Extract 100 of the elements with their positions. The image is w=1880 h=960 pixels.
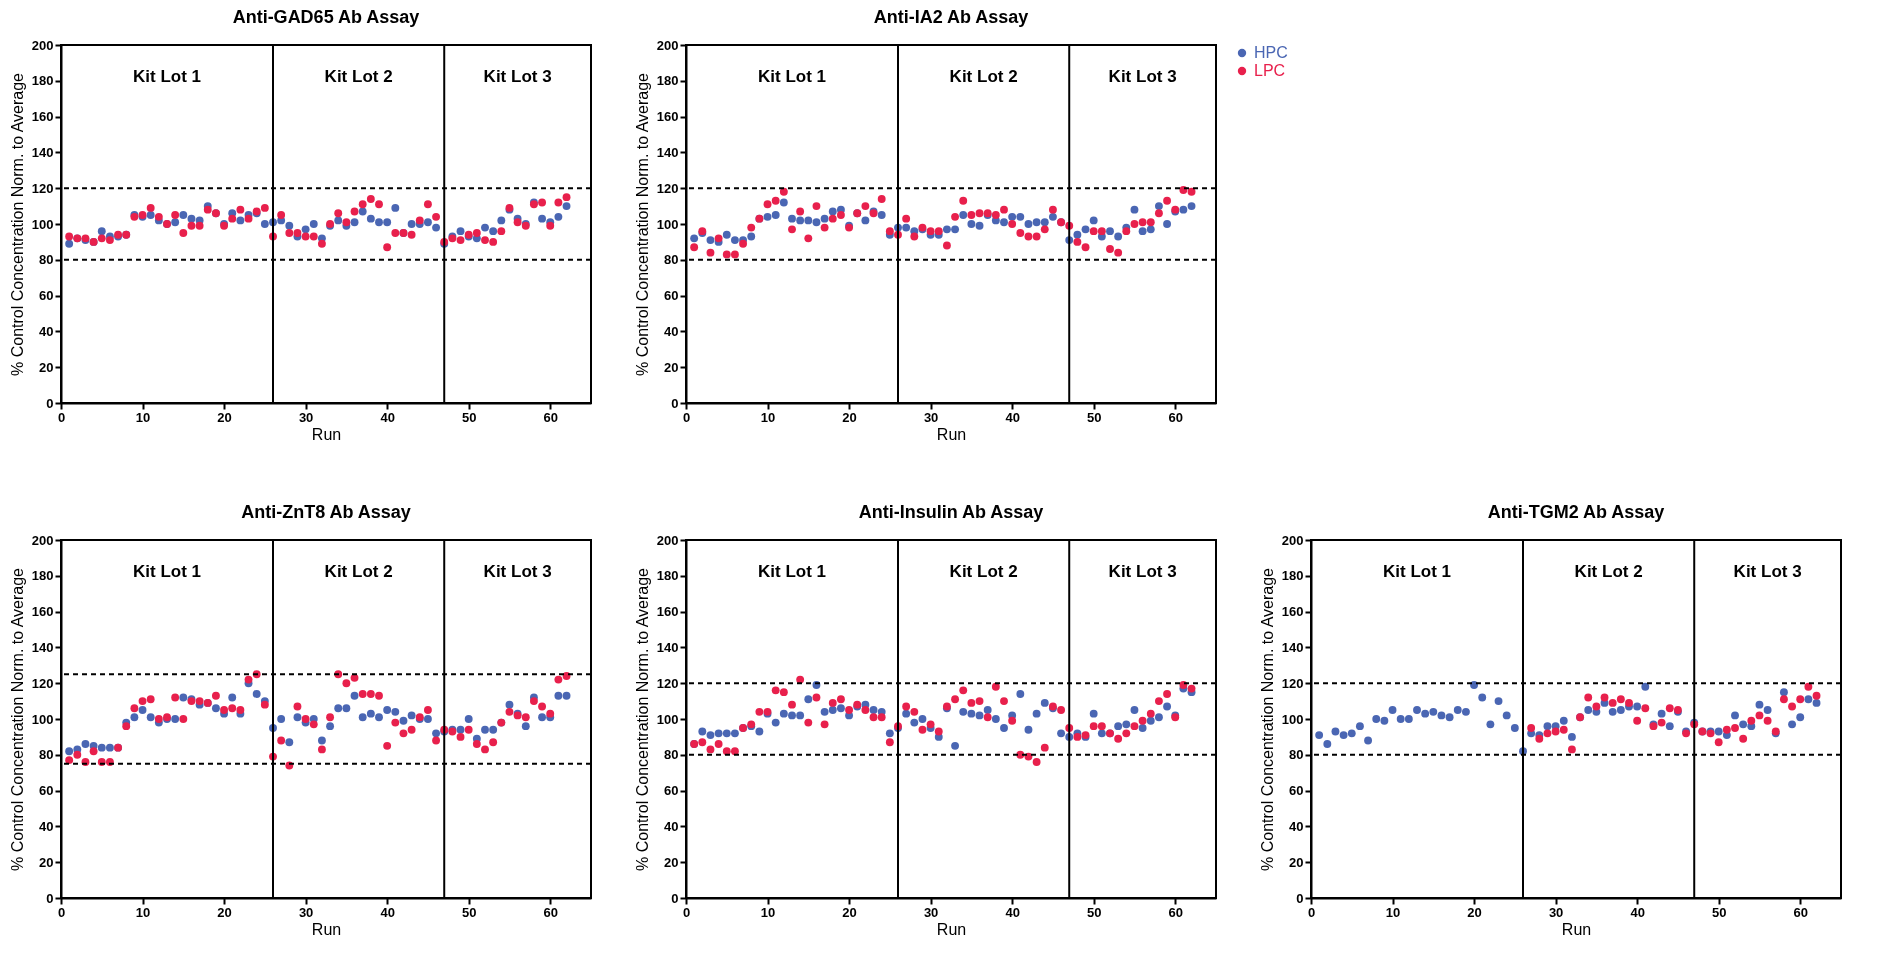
x-tick-label: 30 — [298, 904, 314, 920]
x-tick-label: 0 — [682, 409, 691, 425]
annotation: Kit Lot 3 — [1733, 562, 1802, 581]
y-tick-label: 0 — [46, 395, 54, 411]
x-tick-label: 40 — [1630, 904, 1645, 920]
y-tick-label: 80 — [39, 747, 54, 763]
x-tick-label: 20 — [842, 904, 857, 920]
y-tick-label: 140 — [1281, 639, 1304, 655]
chart-title: Anti-GAD65 Ab Assay — [232, 7, 420, 27]
point — [1788, 702, 1797, 711]
point — [1616, 695, 1625, 704]
y-tick-label: 200 — [31, 532, 54, 548]
x-tick-label: 30 — [298, 409, 314, 425]
y-tick-label: 120 — [31, 180, 54, 196]
x-axis-title: Run — [936, 425, 967, 443]
point — [1559, 725, 1568, 734]
y-tick-label: 200 — [1281, 532, 1304, 548]
annotation: Kit Lot 3 — [1108, 67, 1177, 86]
point — [1567, 745, 1576, 754]
y-axis-title: % Control Concentration Norm. to Average — [633, 567, 651, 871]
x-tick-label: 10 — [760, 409, 776, 425]
point — [1543, 729, 1552, 738]
x-tick-label: 0 — [1307, 904, 1316, 920]
x-tick-label: 60 — [543, 904, 558, 920]
point — [1592, 702, 1601, 711]
y-tick-label: 60 — [664, 288, 679, 304]
y-tick-label: 180 — [656, 73, 679, 89]
x-axis-title: Run — [311, 920, 342, 938]
chart-title: Anti-TGM2 Ab Assay — [1487, 502, 1665, 522]
y-tick-label: 180 — [31, 73, 54, 89]
point — [1796, 695, 1805, 704]
chart-title: Anti-IA2 Ab Assay — [873, 7, 1029, 27]
x-tick-label: 30 — [923, 904, 939, 920]
x-tick-label: 40 — [1005, 409, 1020, 425]
y-tick-label: 40 — [664, 323, 679, 339]
x-axis-title: Run — [936, 920, 967, 938]
annotation: Kit Lot 2 — [949, 562, 1018, 581]
y-tick-label: 80 — [39, 252, 54, 268]
y-tick-label: 80 — [664, 747, 679, 763]
y-tick-label: 60 — [39, 783, 54, 799]
x-tick-label: 20 — [217, 904, 232, 920]
x-tick-label: 20 — [1467, 904, 1482, 920]
y-tick-label: 40 — [664, 818, 679, 834]
point — [1739, 734, 1748, 743]
annotation: Kit Lot 2 — [1574, 562, 1643, 581]
y-tick-label: 160 — [656, 109, 679, 125]
y-axis-title: % Control Concentration Norm. to Average — [633, 72, 651, 376]
x-tick-label: 40 — [380, 904, 395, 920]
x-tick-label: 50 — [1086, 904, 1102, 920]
point — [1779, 695, 1788, 704]
x-tick-label: 60 — [1793, 904, 1808, 920]
y-tick-label: 200 — [656, 37, 679, 53]
x-tick-label: 10 — [1385, 904, 1401, 920]
legend-label: HPC — [1254, 44, 1288, 61]
point — [1714, 738, 1723, 747]
y-tick-label: 160 — [31, 604, 54, 620]
legend-label: LPC — [1254, 62, 1286, 79]
x-tick-label: 40 — [380, 409, 395, 425]
x-tick-label: 60 — [1168, 904, 1183, 920]
annotation: Kit Lot 1 — [1383, 562, 1451, 581]
y-tick-label: 120 — [1281, 675, 1304, 691]
y-tick-label: 0 — [671, 395, 679, 411]
point — [1731, 724, 1739, 732]
annotation: Kit Lot 3 — [1108, 562, 1177, 581]
y-tick-label: 80 — [664, 252, 679, 268]
x-tick-label: 60 — [543, 409, 558, 425]
y-tick-label: 40 — [39, 323, 54, 339]
chart-title: Anti-ZnT8 Ab Assay — [241, 502, 411, 522]
y-tick-label: 60 — [664, 783, 679, 799]
y-tick-label: 80 — [1289, 747, 1304, 763]
x-tick-label: 50 — [1086, 409, 1102, 425]
chart-title: Anti-Insulin Ab Assay — [858, 502, 1044, 522]
y-tick-label: 100 — [31, 711, 54, 727]
y-tick-label: 120 — [31, 675, 54, 691]
y-tick-label: 140 — [31, 144, 54, 160]
point — [1608, 698, 1617, 707]
annotation: Kit Lot 1 — [133, 562, 201, 581]
y-tick-label: 100 — [656, 711, 679, 727]
annotation: Kit Lot 2 — [324, 67, 393, 86]
annotation: Kit Lot 3 — [483, 562, 552, 581]
annotation: Kit Lot 1 — [758, 562, 826, 581]
y-tick-label: 40 — [1289, 818, 1304, 834]
y-tick-label: 20 — [664, 359, 679, 375]
x-tick-label: 0 — [57, 904, 66, 920]
x-tick-label: 50 — [461, 409, 477, 425]
point — [1551, 727, 1560, 736]
x-tick-label: 0 — [682, 904, 691, 920]
x-tick-label: 0 — [57, 409, 66, 425]
x-tick-label: 10 — [135, 904, 151, 920]
y-tick-label: 20 — [1289, 854, 1304, 870]
y-tick-label: 200 — [31, 37, 54, 53]
x-tick-label: 60 — [1168, 409, 1183, 425]
y-tick-label: 0 — [671, 890, 679, 906]
y-tick-label: 160 — [1281, 604, 1304, 620]
x-tick-label: 10 — [135, 409, 151, 425]
point — [1722, 725, 1731, 734]
y-tick-label: 20 — [39, 359, 54, 375]
x-tick-label: 50 — [1711, 904, 1727, 920]
point — [1755, 711, 1764, 720]
annotation: Kit Lot 1 — [133, 67, 201, 86]
